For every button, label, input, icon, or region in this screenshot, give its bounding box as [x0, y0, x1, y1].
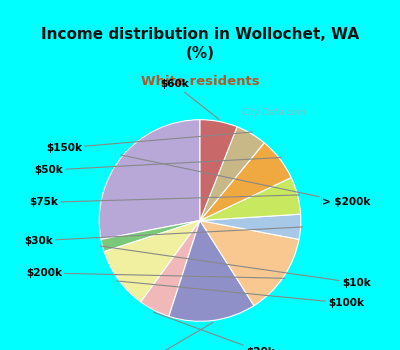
Wedge shape: [200, 143, 291, 220]
Wedge shape: [200, 214, 301, 239]
Text: $30k: $30k: [24, 227, 303, 246]
Text: $50k: $50k: [34, 158, 281, 175]
Text: $60k: $60k: [160, 79, 219, 119]
Wedge shape: [200, 120, 237, 220]
Text: Income distribution in Wollochet, WA
(%): Income distribution in Wollochet, WA (%): [41, 27, 359, 61]
Wedge shape: [141, 220, 200, 316]
Wedge shape: [200, 177, 301, 220]
Wedge shape: [169, 220, 254, 321]
Wedge shape: [200, 220, 299, 306]
Wedge shape: [200, 127, 264, 220]
Text: $125k: $125k: [132, 322, 213, 350]
Text: $75k: $75k: [29, 195, 300, 207]
Text: $100k: $100k: [117, 281, 364, 308]
Text: > $200k: > $200k: [121, 155, 370, 207]
Text: City-Data.com: City-Data.com: [236, 108, 306, 117]
Wedge shape: [101, 220, 200, 252]
Text: $150k: $150k: [46, 132, 252, 153]
Text: $20k: $20k: [153, 312, 275, 350]
Text: White residents: White residents: [141, 75, 259, 88]
Text: $200k: $200k: [26, 268, 285, 278]
Wedge shape: [104, 220, 200, 302]
Wedge shape: [99, 120, 200, 239]
Text: $10k: $10k: [100, 246, 371, 288]
